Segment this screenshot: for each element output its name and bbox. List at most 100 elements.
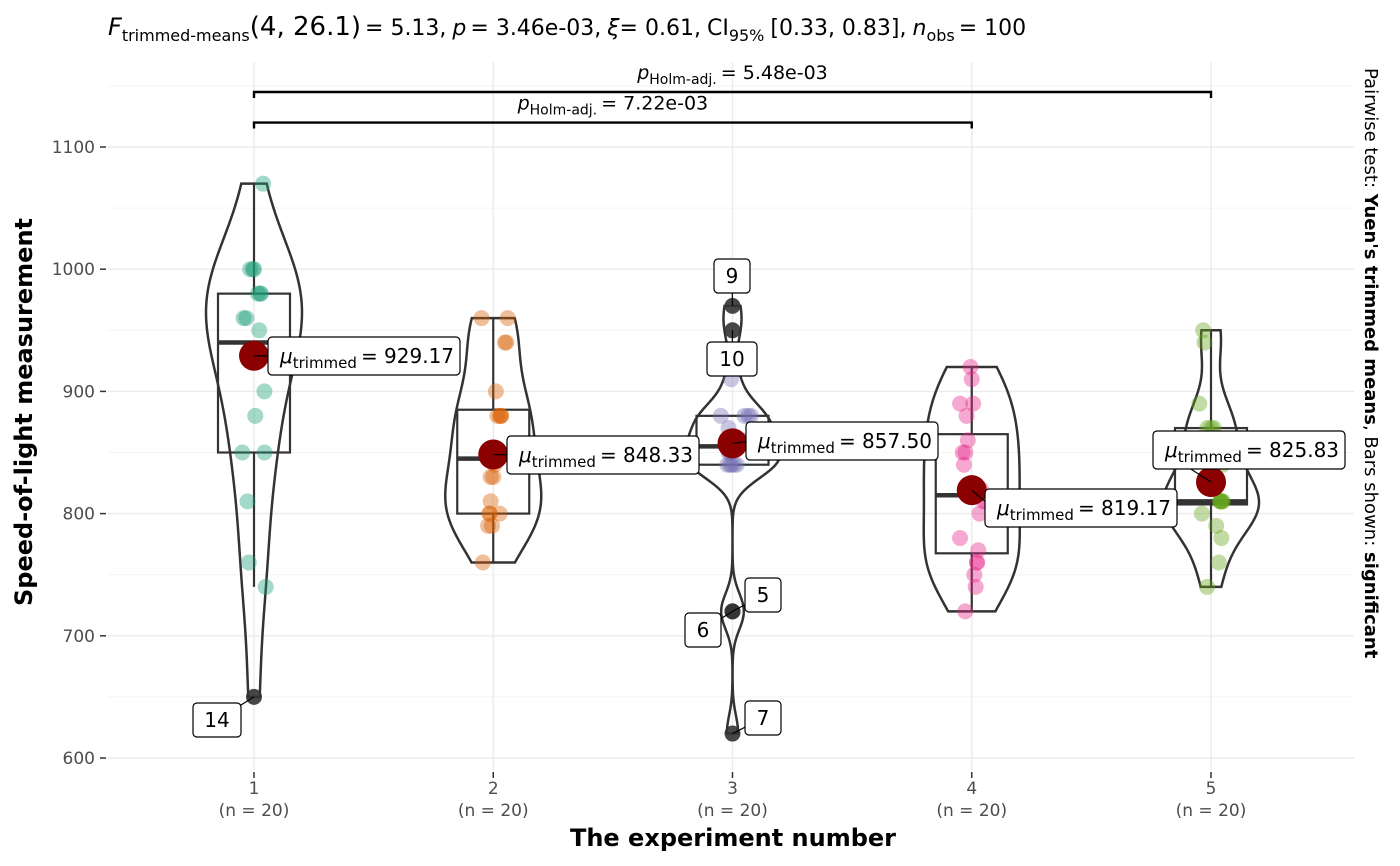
outlier-label-box bbox=[706, 341, 758, 377]
pairwise-label: pHolm-adj. = 5.48e-03 bbox=[636, 62, 828, 88]
data-point bbox=[240, 554, 257, 571]
data-point bbox=[489, 407, 506, 424]
data-point bbox=[256, 383, 273, 400]
mean-label-text: μtrimmed = 857.50 bbox=[757, 429, 932, 457]
data-point bbox=[952, 395, 969, 412]
data-point bbox=[1199, 578, 1216, 595]
outlier-label-box bbox=[192, 702, 242, 738]
data-point bbox=[1212, 493, 1229, 510]
outlier-label-text: 7 bbox=[757, 706, 770, 730]
data-point bbox=[1213, 493, 1230, 510]
data-point bbox=[252, 285, 269, 302]
y-tick-label: 1100 bbox=[52, 138, 95, 158]
data-point bbox=[1213, 530, 1230, 547]
y-tick-label: 900 bbox=[63, 382, 95, 402]
data-point bbox=[480, 517, 497, 534]
data-point bbox=[965, 395, 982, 412]
data-point bbox=[255, 175, 272, 192]
x-axis-title: The experiment number bbox=[570, 824, 896, 852]
y-tick-label: 800 bbox=[63, 505, 95, 525]
data-point bbox=[257, 578, 274, 595]
mean-label-text: μtrimmed = 825.83 bbox=[1164, 438, 1339, 466]
data-point bbox=[959, 432, 976, 449]
data-point bbox=[726, 456, 743, 473]
annotation-labels: μtrimmed = 929.17 μtrimmed = 848.33 μtrimmed… bbox=[192, 258, 1346, 738]
pairwise-label: pHolm-adj. = 7.22e-03 bbox=[517, 93, 709, 119]
data-point bbox=[957, 603, 974, 620]
data-point bbox=[238, 310, 255, 327]
data-point bbox=[485, 468, 502, 485]
data-point bbox=[493, 407, 510, 424]
data-point bbox=[251, 322, 268, 339]
violin-4 bbox=[922, 365, 1021, 613]
x-tick-label: 4 bbox=[966, 779, 977, 799]
data-point bbox=[963, 371, 980, 388]
data-point bbox=[957, 444, 974, 461]
data-point bbox=[952, 530, 969, 547]
data-point bbox=[742, 407, 759, 424]
data-point bbox=[1195, 322, 1212, 339]
data-point bbox=[1191, 395, 1208, 412]
data-point bbox=[970, 542, 987, 559]
data-point bbox=[234, 444, 251, 461]
data-point bbox=[719, 456, 736, 473]
data-point bbox=[740, 407, 757, 424]
data-point bbox=[483, 517, 500, 534]
mean-label-text: μtrimmed = 848.33 bbox=[518, 443, 693, 471]
data-point bbox=[955, 456, 972, 473]
x-count-label: (n = 20) bbox=[219, 801, 290, 821]
mean-label-box bbox=[984, 488, 1178, 528]
outlier-label-text: 6 bbox=[697, 618, 710, 642]
x-count-label: (n = 20) bbox=[936, 801, 1007, 821]
mean-label-text: μtrimmed = 819.17 bbox=[996, 496, 1171, 524]
outlier-label-text: 9 bbox=[726, 264, 739, 288]
data-point bbox=[474, 554, 491, 571]
data-point bbox=[1196, 334, 1213, 351]
data-point bbox=[247, 407, 264, 424]
violin-2 bbox=[443, 316, 543, 564]
data-point bbox=[491, 505, 508, 522]
x-tick-label: 5 bbox=[1206, 779, 1217, 799]
data-point bbox=[1193, 505, 1210, 522]
data-point bbox=[496, 334, 513, 351]
data-point bbox=[239, 493, 256, 510]
data-point bbox=[1212, 493, 1229, 510]
mean-label-box bbox=[506, 435, 700, 475]
data-point bbox=[249, 285, 266, 302]
data-point bbox=[736, 407, 753, 424]
data-point bbox=[954, 444, 971, 461]
data-point bbox=[962, 358, 979, 375]
outlier-label-box bbox=[684, 612, 722, 648]
y-tick-label: 1000 bbox=[52, 260, 95, 280]
outlier-label-box bbox=[713, 258, 751, 294]
outlier-label-box bbox=[744, 700, 782, 736]
data-point bbox=[492, 407, 509, 424]
outlier-label-text: 5 bbox=[757, 583, 770, 607]
data-point bbox=[244, 261, 261, 278]
data-point bbox=[722, 456, 738, 473]
mean-label-box bbox=[1152, 430, 1346, 470]
caption: Pairwise test: Yuen's trimmed means, Bar… bbox=[1360, 68, 1381, 659]
data-point bbox=[498, 334, 515, 351]
y-tick-label: 600 bbox=[63, 749, 95, 769]
data-point bbox=[481, 505, 498, 522]
data-point bbox=[252, 285, 269, 302]
data-point bbox=[723, 456, 740, 473]
data-point bbox=[967, 578, 984, 595]
data-point bbox=[487, 383, 504, 400]
subtitle: Ftrimmed-means(4, 26.1) = 5.13, p = 3.46e-0… bbox=[108, 12, 1026, 45]
data-point bbox=[482, 493, 499, 510]
x-count-label: (n = 20) bbox=[1176, 801, 1247, 821]
x-count-label: (n = 20) bbox=[697, 801, 768, 821]
data-point bbox=[968, 554, 985, 571]
pairwise-bracket bbox=[252, 90, 1213, 99]
mean-label-box bbox=[267, 336, 461, 376]
pairwise-brackets: pHolm-adj. = 5.48e-03 pHolm-adj. = 7.22e-03 bbox=[252, 62, 1213, 129]
outlier-label-box bbox=[744, 577, 782, 613]
data-point bbox=[481, 505, 498, 522]
y-axis-title: Speed-of-light measurement bbox=[10, 218, 38, 606]
data-point bbox=[1210, 554, 1227, 571]
outlier-label-text: 10 bbox=[719, 347, 744, 371]
data-point bbox=[712, 407, 729, 424]
